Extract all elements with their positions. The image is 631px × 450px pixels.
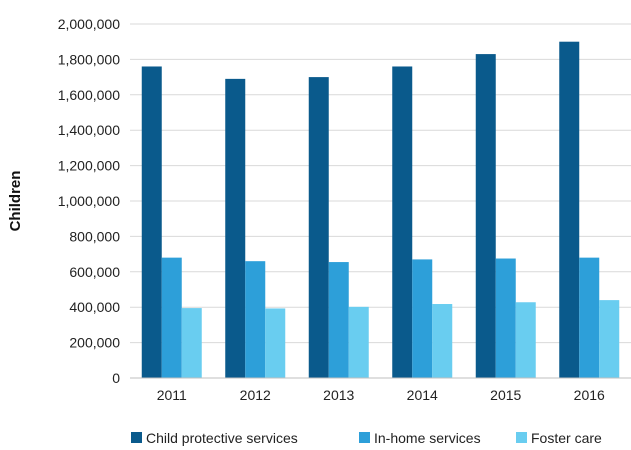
bar-in-home-services-2013	[328, 262, 349, 378]
bar-child-protective-services-2015	[475, 54, 496, 379]
legend-label: Child protective services	[146, 430, 298, 446]
y-tick-label: 1,200,000	[58, 158, 120, 174]
y-tick-label: 400,000	[69, 299, 120, 315]
y-tick-label: 800,000	[69, 228, 120, 244]
legend-swatch	[359, 432, 370, 443]
x-tick-label: 2016	[574, 387, 605, 403]
y-tick-label: 2,000,000	[58, 16, 120, 32]
bar-child-protective-services-2016	[559, 41, 580, 378]
y-axis-label: Children	[7, 171, 24, 232]
legend-swatch	[131, 432, 142, 443]
y-tick-label: 1,800,000	[58, 51, 120, 67]
bars	[141, 41, 620, 379]
y-tick-label: 0	[112, 370, 120, 386]
bar-child-protective-services-2011	[141, 66, 162, 378]
legend-label: Foster care	[531, 430, 602, 446]
x-tick-label: 2014	[407, 387, 438, 403]
y-tick-label: 200,000	[69, 335, 120, 351]
bar-foster-care-2014	[432, 304, 453, 378]
y-tick-label: 1,600,000	[58, 87, 120, 103]
bar-child-protective-services-2013	[308, 77, 329, 378]
bar-foster-care-2011	[181, 308, 202, 378]
bar-child-protective-services-2014	[392, 66, 413, 378]
bar-in-home-services-2012	[245, 261, 266, 378]
bar-foster-care-2012	[265, 308, 286, 378]
gridlines	[130, 23, 631, 344]
x-axis-ticks: 2011 2012 2013 2014 2015 2016	[157, 387, 605, 403]
bar-in-home-services-2014	[412, 259, 433, 378]
legend-label: In-home services	[374, 430, 481, 446]
x-tick-label: 2015	[490, 387, 521, 403]
y-tick-label: 1,400,000	[58, 122, 120, 138]
x-tick-label: 2012	[240, 387, 271, 403]
bar-in-home-services-2016	[579, 257, 600, 378]
y-tick-label: 1,000,000	[58, 193, 120, 209]
x-tick-label: 2013	[323, 387, 354, 403]
legend-swatch	[516, 432, 527, 443]
legend: Child protective services In-home service…	[131, 430, 602, 446]
bar-foster-care-2015	[515, 302, 536, 378]
y-axis-ticks: 0 200,000 400,000 600,000 800,000 1,000,000 1,…	[58, 16, 121, 386]
bar-child-protective-services-2012	[225, 78, 246, 379]
x-tick-label: 2011	[157, 387, 187, 403]
bar-foster-care-2016	[599, 300, 620, 378]
bar-in-home-services-2015	[495, 258, 516, 378]
bar-foster-care-2013	[348, 306, 369, 378]
bar-in-home-services-2011	[161, 257, 182, 378]
y-tick-label: 600,000	[69, 264, 120, 280]
